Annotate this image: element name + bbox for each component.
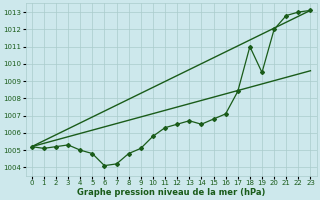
X-axis label: Graphe pression niveau de la mer (hPa): Graphe pression niveau de la mer (hPa) (77, 188, 265, 197)
